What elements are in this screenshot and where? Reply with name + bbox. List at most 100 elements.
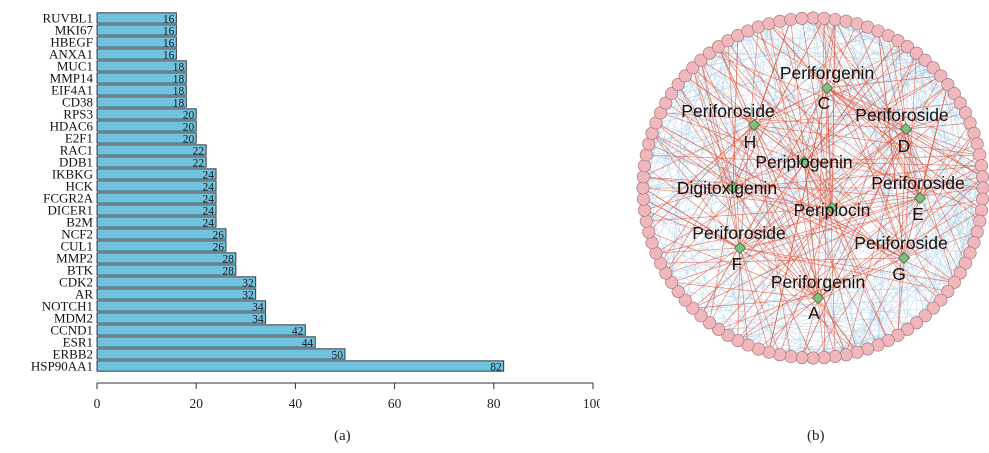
compound-edge [727, 207, 833, 336]
ppi-edge [823, 19, 836, 358]
value-label: 28 [222, 266, 234, 278]
target-node [926, 61, 940, 75]
category-label: HBEGF [50, 35, 93, 50]
compound-edge [671, 93, 833, 209]
bar-chart: RUVBL1 16 MKI67 16 HBEGF 16 ANXA1 16 MUC1 18 MMP14… [31, 11, 600, 412]
target-node [784, 350, 798, 364]
compound-edge [732, 18, 825, 189]
compound-edge [651, 133, 905, 259]
ppi-edge [727, 334, 847, 355]
compound-node [825, 201, 839, 215]
value-label: 18 [173, 86, 185, 98]
target-node [665, 275, 679, 289]
compound-edge [643, 198, 741, 249]
compound-edge [905, 84, 949, 130]
ppi-edge [790, 133, 975, 357]
category-label: CD38 [62, 95, 93, 110]
compound-edge [831, 52, 917, 209]
compound-edge [905, 112, 966, 130]
compound-edge [651, 133, 734, 189]
compound-edge [651, 133, 741, 249]
category-label: ERBB2 [53, 347, 93, 362]
compound-edge [739, 40, 899, 249]
target-node [839, 348, 853, 362]
target-node [941, 78, 955, 92]
bar [96, 216, 217, 228]
ppi-edge [916, 53, 966, 264]
ppi-edge [823, 53, 917, 358]
ppi-edge [727, 40, 917, 324]
compound-edge [644, 165, 819, 299]
target-node [639, 148, 653, 162]
target-node [953, 266, 967, 280]
compound-edge [643, 176, 921, 199]
compound-edge [801, 128, 907, 358]
compound-edge [732, 75, 941, 189]
compound-edge [655, 161, 805, 254]
ppi-edge [758, 21, 781, 349]
bar [96, 336, 316, 348]
ppi-edge [646, 46, 719, 222]
compound-node [820, 81, 834, 95]
ppi-edge [642, 30, 879, 189]
compound-edge [709, 187, 734, 323]
compound-edge [709, 52, 907, 130]
ppi-edge [655, 67, 934, 124]
compound-edge [692, 197, 921, 309]
ppi-edge [727, 209, 982, 336]
ppi-edge [812, 17, 961, 104]
value-label: 16 [163, 14, 175, 26]
target-node [828, 350, 842, 364]
compound-letter-label: F [732, 254, 743, 274]
compound-edge [812, 197, 921, 359]
ppi-edge [665, 102, 879, 346]
category-label: B2M [66, 215, 93, 230]
ppi-edge [660, 112, 781, 355]
target-node [970, 137, 984, 151]
compound-edge [737, 197, 921, 341]
compound-edge [665, 197, 921, 274]
compound-edge [737, 247, 741, 341]
value-label: 32 [242, 290, 254, 302]
bar [96, 108, 197, 120]
ppi-edge [916, 53, 961, 274]
compound-edge [660, 112, 907, 130]
ppi-edge [947, 187, 984, 292]
category-label: CDK2 [59, 275, 93, 290]
compound-edge [692, 67, 741, 249]
compound-edge [887, 35, 921, 199]
ppi-edge [700, 40, 899, 316]
ppi-edge [965, 112, 975, 243]
category-label: MKI67 [55, 23, 94, 38]
ppi-edge [644, 209, 868, 350]
compound-node [913, 191, 927, 205]
compound-edge [826, 19, 836, 89]
compound-edge [739, 247, 770, 353]
compound-edge [817, 18, 825, 299]
compound-edge [826, 87, 942, 301]
ppi-edge [643, 176, 955, 283]
value-label: 20 [183, 134, 195, 146]
compound-edge [919, 122, 971, 199]
category-label: AR [75, 287, 93, 302]
value-label: 18 [173, 74, 185, 86]
ppi-edge [671, 282, 825, 358]
value-label: 22 [193, 146, 205, 158]
compound-edge [644, 209, 741, 249]
compound-edge [817, 165, 982, 299]
value-label: 24 [203, 206, 215, 218]
target-node [941, 284, 955, 298]
target-node [973, 148, 987, 162]
compound-edge [753, 124, 982, 211]
bar [96, 144, 207, 156]
category-label: MMP2 [56, 251, 93, 266]
target-node [678, 293, 692, 307]
compound-letter-label: C [818, 93, 831, 113]
compound-edge [753, 124, 792, 357]
compound-node [811, 291, 825, 305]
target-node [636, 181, 650, 195]
compound-edge [905, 128, 955, 283]
target-node [642, 225, 656, 239]
value-label: 34 [252, 314, 264, 326]
value-label: 24 [203, 218, 215, 230]
